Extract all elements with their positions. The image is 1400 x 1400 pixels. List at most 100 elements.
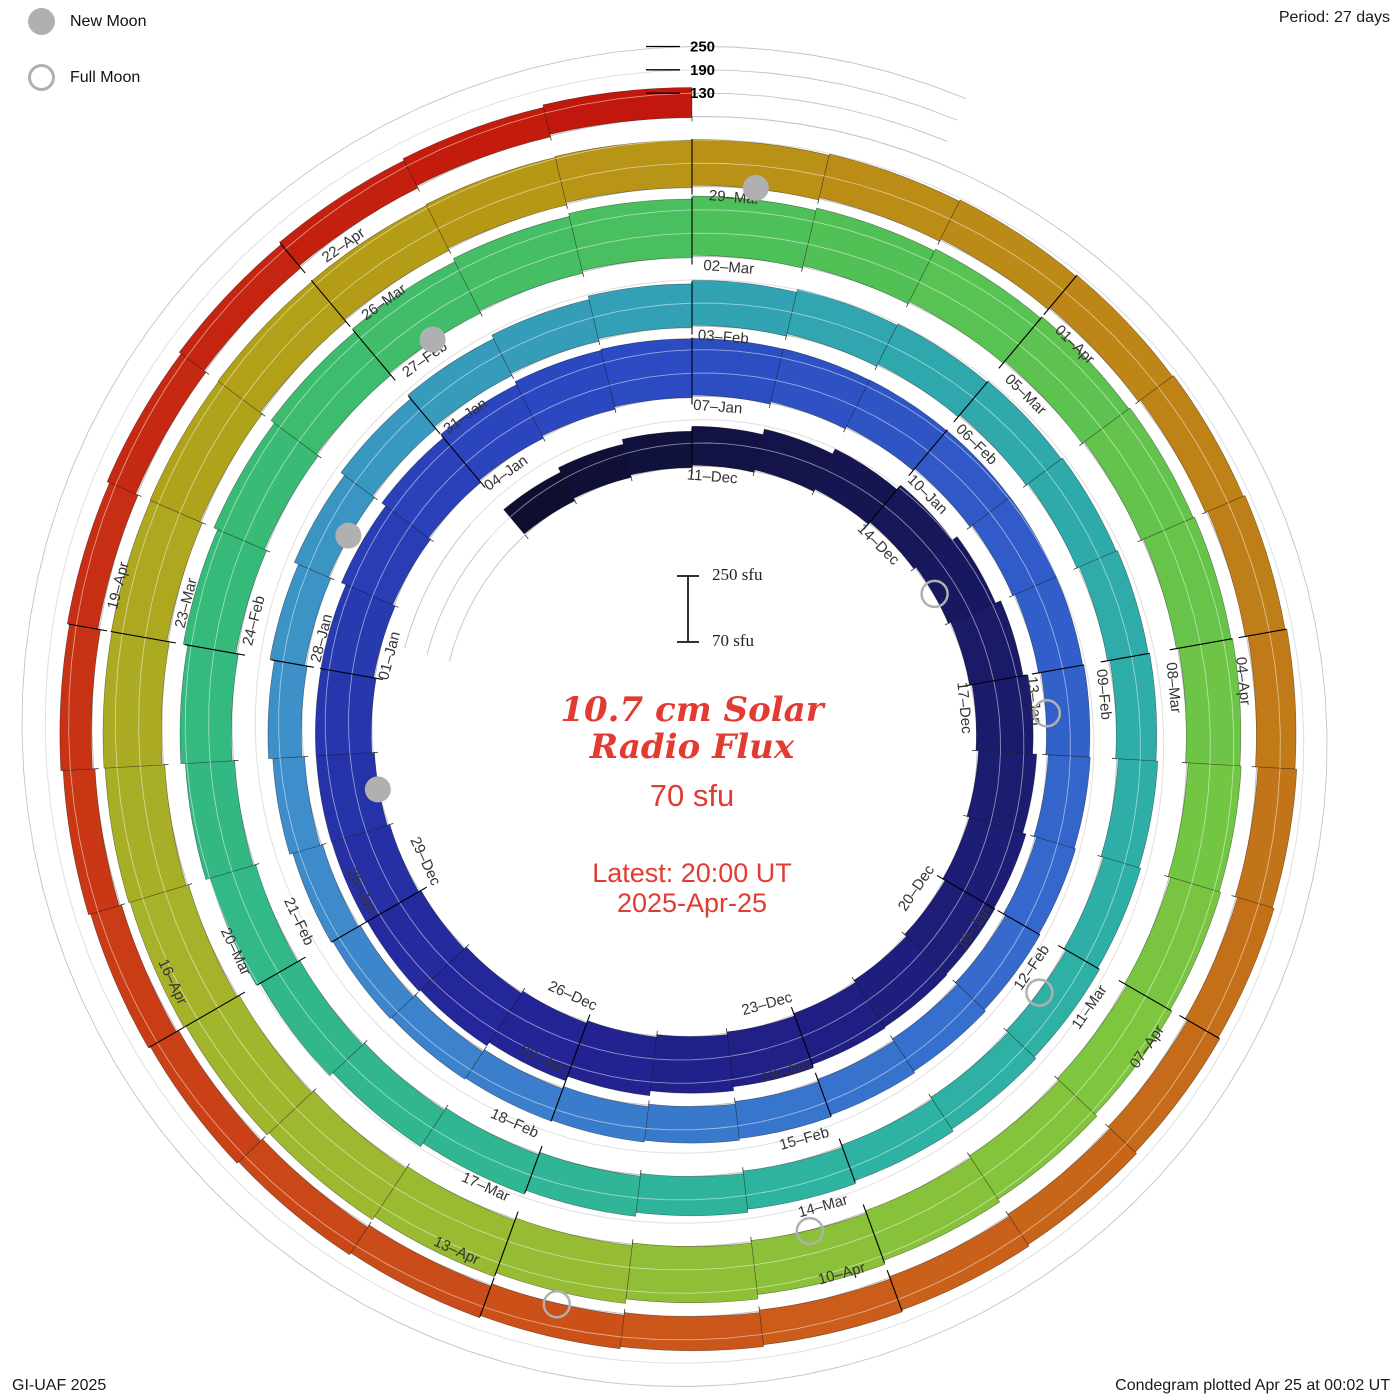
legend-full-moon: Full Moon [28,64,140,91]
scalebar-min-label: 70 sfu [712,631,755,650]
flux-bar [62,768,120,916]
flux-bar [1167,762,1242,893]
flux-bar [644,1103,740,1144]
flux-bar [853,935,948,1028]
flux-bar [742,1147,856,1210]
flux-bar [691,279,798,337]
flux-bar [914,429,1011,528]
label-boundaries [68,139,1287,1318]
flux-bar [110,500,203,642]
axis-tick-label: 250 [690,39,715,56]
full-moon-marker [542,1290,572,1319]
flux-bar [59,623,101,772]
date-label: 08–Mar [1162,662,1184,714]
flux-bar [90,904,177,1049]
flux-bar [770,348,871,430]
date-label: 17–Dec [953,681,975,735]
period-label: Period: 27 days [1278,9,1390,26]
new-moon-marker [742,174,769,201]
flux-bar [332,1042,446,1148]
legend-new-moon: New Moon [28,8,146,35]
flux-bar [930,1031,1037,1130]
latest-date: 2025-Apr-25 [616,888,768,918]
date-label: 23–Dec [740,989,795,1019]
plotted-timestamp: Condegram plotted Apr 25 at 00:02 UT [1115,1377,1390,1394]
new-moon-label: New Moon [70,12,147,30]
moon-markers [335,174,1062,1319]
flux-bar [966,750,1038,834]
flux-bar [750,1212,886,1295]
latest-reading: Latest: 20:00 UT 2025-Apr-25 [292,858,1092,918]
flux-bar [1056,984,1173,1115]
chart-title-line1: 10.7 cm Solar [560,690,824,730]
flux-bar [568,198,693,271]
flux-bar [625,1242,759,1304]
baseline-value-label: 70 sfu [649,778,735,813]
flux-bar [554,140,693,203]
flux-bar [351,261,482,374]
chart-title-line2: Radio Flux [589,727,795,767]
date-label: 13–Jan [1023,676,1045,727]
flux-bar [420,946,522,1047]
flux-bar [269,563,332,667]
flux-bar [292,844,359,943]
flux-bar [551,1086,649,1143]
full-moon-marker [1032,699,1062,728]
flux-bar [185,760,254,880]
flux-bar [149,381,263,523]
flux-bar [1109,652,1158,762]
flux-bar [691,338,784,405]
flux-bar [293,474,375,578]
flux-bar [1100,758,1159,869]
scale-bar [677,575,699,643]
flux-bar [1004,316,1130,444]
date-label: 03–Feb [697,327,749,348]
radial-axis: 130 190 250 [646,39,715,102]
full-moon-marker [920,579,949,609]
date-label: 11–Dec [686,466,738,487]
flux-bar [971,674,1034,755]
new-moon-marker [419,326,446,353]
flux-bar [102,631,170,769]
full-moon-marker [1025,978,1054,1007]
flux-bar [818,153,960,242]
flux-bar [734,1081,832,1139]
flux-bar [66,482,139,630]
scalebar-max-label: 250 sfu [712,565,763,584]
flux-bar [954,914,1041,1011]
date-label: 02–Mar [703,257,755,278]
flux-bar [1247,628,1297,770]
spiral-gridlines-over [44,69,1305,1364]
flux-bar [758,1278,903,1346]
date-label: 09–Feb [1093,668,1115,720]
full-moon-marker [795,1216,825,1246]
flux-bar [390,994,484,1080]
flux-bar [620,1312,764,1351]
flux-bar [587,283,693,340]
flux-bar [311,204,450,321]
flux-bar [600,338,693,408]
new-moon-icon [28,8,55,35]
date-label: 04–Apr [1232,656,1254,706]
full-moon-icon [28,64,55,91]
flux-bar [904,879,996,975]
flux-bar [542,87,693,135]
flux-bar [106,353,207,495]
flux-bar [1140,375,1244,513]
flux-bar [1234,766,1298,909]
flux-bar [425,157,567,249]
flux-bar [402,107,551,187]
flux-bar [841,1098,954,1182]
flux-bar [1107,1019,1221,1153]
flux-bars [59,87,1298,1351]
flux-bar [1078,550,1149,662]
flux-bar [503,471,576,535]
axis-tick-label: 190 [690,62,715,79]
flux-bar [104,764,187,903]
date-label: 07–Jan [693,397,743,418]
flux-bar [238,1138,369,1256]
flux-bar [649,1034,735,1094]
flux-bar [1049,274,1173,403]
